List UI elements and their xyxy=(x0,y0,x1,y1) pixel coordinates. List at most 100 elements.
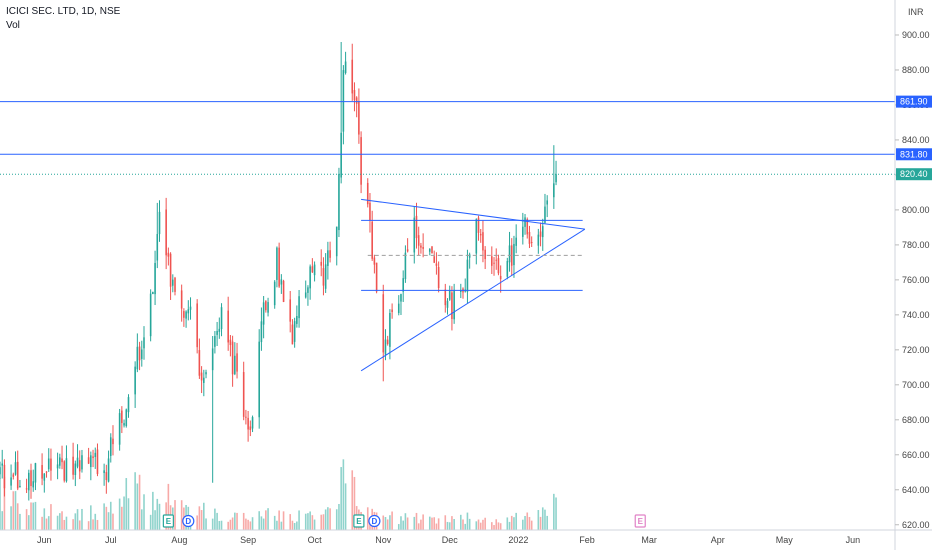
candle xyxy=(415,215,418,239)
volume-bar xyxy=(72,519,74,530)
volume-bar xyxy=(231,517,234,530)
volume-bar xyxy=(245,518,247,530)
candle xyxy=(553,183,555,198)
volume-bar xyxy=(389,515,391,530)
volume-bar xyxy=(109,501,112,530)
candle xyxy=(78,460,81,472)
candle xyxy=(276,247,278,280)
volume-bar xyxy=(211,518,214,530)
event-marker-label: D xyxy=(185,517,191,526)
volume-bar xyxy=(214,508,216,530)
volume-bar xyxy=(433,517,436,530)
volume-bar xyxy=(322,514,325,530)
volume-bar xyxy=(553,493,555,530)
volume-bar xyxy=(382,515,385,530)
candle xyxy=(267,302,269,313)
x-tick-label: Dec xyxy=(442,535,459,545)
volume-bar xyxy=(530,520,533,530)
last-price-tag xyxy=(896,168,932,181)
candle xyxy=(324,264,327,289)
volume-bar xyxy=(546,515,548,530)
volume-bar xyxy=(522,519,524,530)
y-tick-label: 680.00 xyxy=(902,415,930,425)
candle xyxy=(355,97,358,104)
volume-bar xyxy=(304,513,307,530)
candle xyxy=(296,316,298,324)
candle xyxy=(453,289,455,320)
candle xyxy=(402,278,404,292)
volume-bar xyxy=(112,513,114,530)
candle xyxy=(72,456,74,475)
volume-bar xyxy=(404,513,407,530)
candle xyxy=(289,299,292,322)
volume-bar xyxy=(123,496,125,530)
candle xyxy=(123,423,125,426)
volume-bar xyxy=(495,519,498,530)
volume-bar xyxy=(324,509,327,530)
volume-bar xyxy=(16,503,19,530)
candle xyxy=(105,472,108,481)
candle xyxy=(389,312,391,347)
candle xyxy=(220,307,223,330)
candle xyxy=(47,458,50,470)
candle xyxy=(311,266,314,273)
volume-bar xyxy=(267,508,269,530)
candle xyxy=(495,259,498,261)
candle xyxy=(198,350,201,376)
candle xyxy=(539,231,542,237)
candle xyxy=(234,355,236,375)
volume-bar xyxy=(466,512,469,530)
candle xyxy=(340,132,342,178)
volume-bar xyxy=(524,515,526,530)
volume-bar xyxy=(10,506,12,530)
candle xyxy=(329,250,331,258)
volume-bar xyxy=(327,507,329,530)
candle xyxy=(375,262,378,292)
candle xyxy=(513,243,515,266)
level-tag-label: 861.90 xyxy=(900,97,928,107)
volume-bar xyxy=(118,498,121,530)
volume-bar xyxy=(34,501,37,530)
volume-bar xyxy=(448,522,451,530)
candle xyxy=(152,291,154,295)
candle xyxy=(491,256,493,266)
candle xyxy=(433,256,436,263)
volume-bar xyxy=(198,506,201,530)
candle xyxy=(103,470,105,474)
candle xyxy=(121,410,123,424)
candle xyxy=(358,101,360,135)
volume-bar xyxy=(431,517,433,530)
volume-bar xyxy=(45,518,48,530)
volume-bar xyxy=(420,519,422,530)
candle xyxy=(335,226,338,257)
volume-bar xyxy=(143,494,145,530)
candle xyxy=(484,249,486,260)
volume-bar xyxy=(140,509,143,530)
x-tick-label: Jul xyxy=(105,535,117,545)
volume-bar xyxy=(428,516,431,530)
volume-bar xyxy=(544,509,546,530)
candle xyxy=(196,303,198,348)
candle xyxy=(541,226,544,238)
candle xyxy=(171,279,174,286)
candle xyxy=(468,254,471,258)
candle xyxy=(307,287,309,293)
x-tick-label: Jun xyxy=(846,535,861,545)
event-marker-label: E xyxy=(356,517,362,526)
candle xyxy=(499,275,502,280)
candle xyxy=(400,294,402,302)
candle xyxy=(555,174,557,183)
candle xyxy=(107,458,110,482)
candle xyxy=(56,464,59,469)
candle xyxy=(87,457,90,464)
candle xyxy=(477,217,480,233)
event-marker-label: E xyxy=(166,517,172,526)
candle xyxy=(134,366,136,395)
candle xyxy=(165,209,167,256)
candle xyxy=(413,217,416,253)
candle xyxy=(59,457,61,466)
candle xyxy=(3,464,6,489)
volume-bar xyxy=(50,504,52,530)
candle xyxy=(322,268,325,286)
